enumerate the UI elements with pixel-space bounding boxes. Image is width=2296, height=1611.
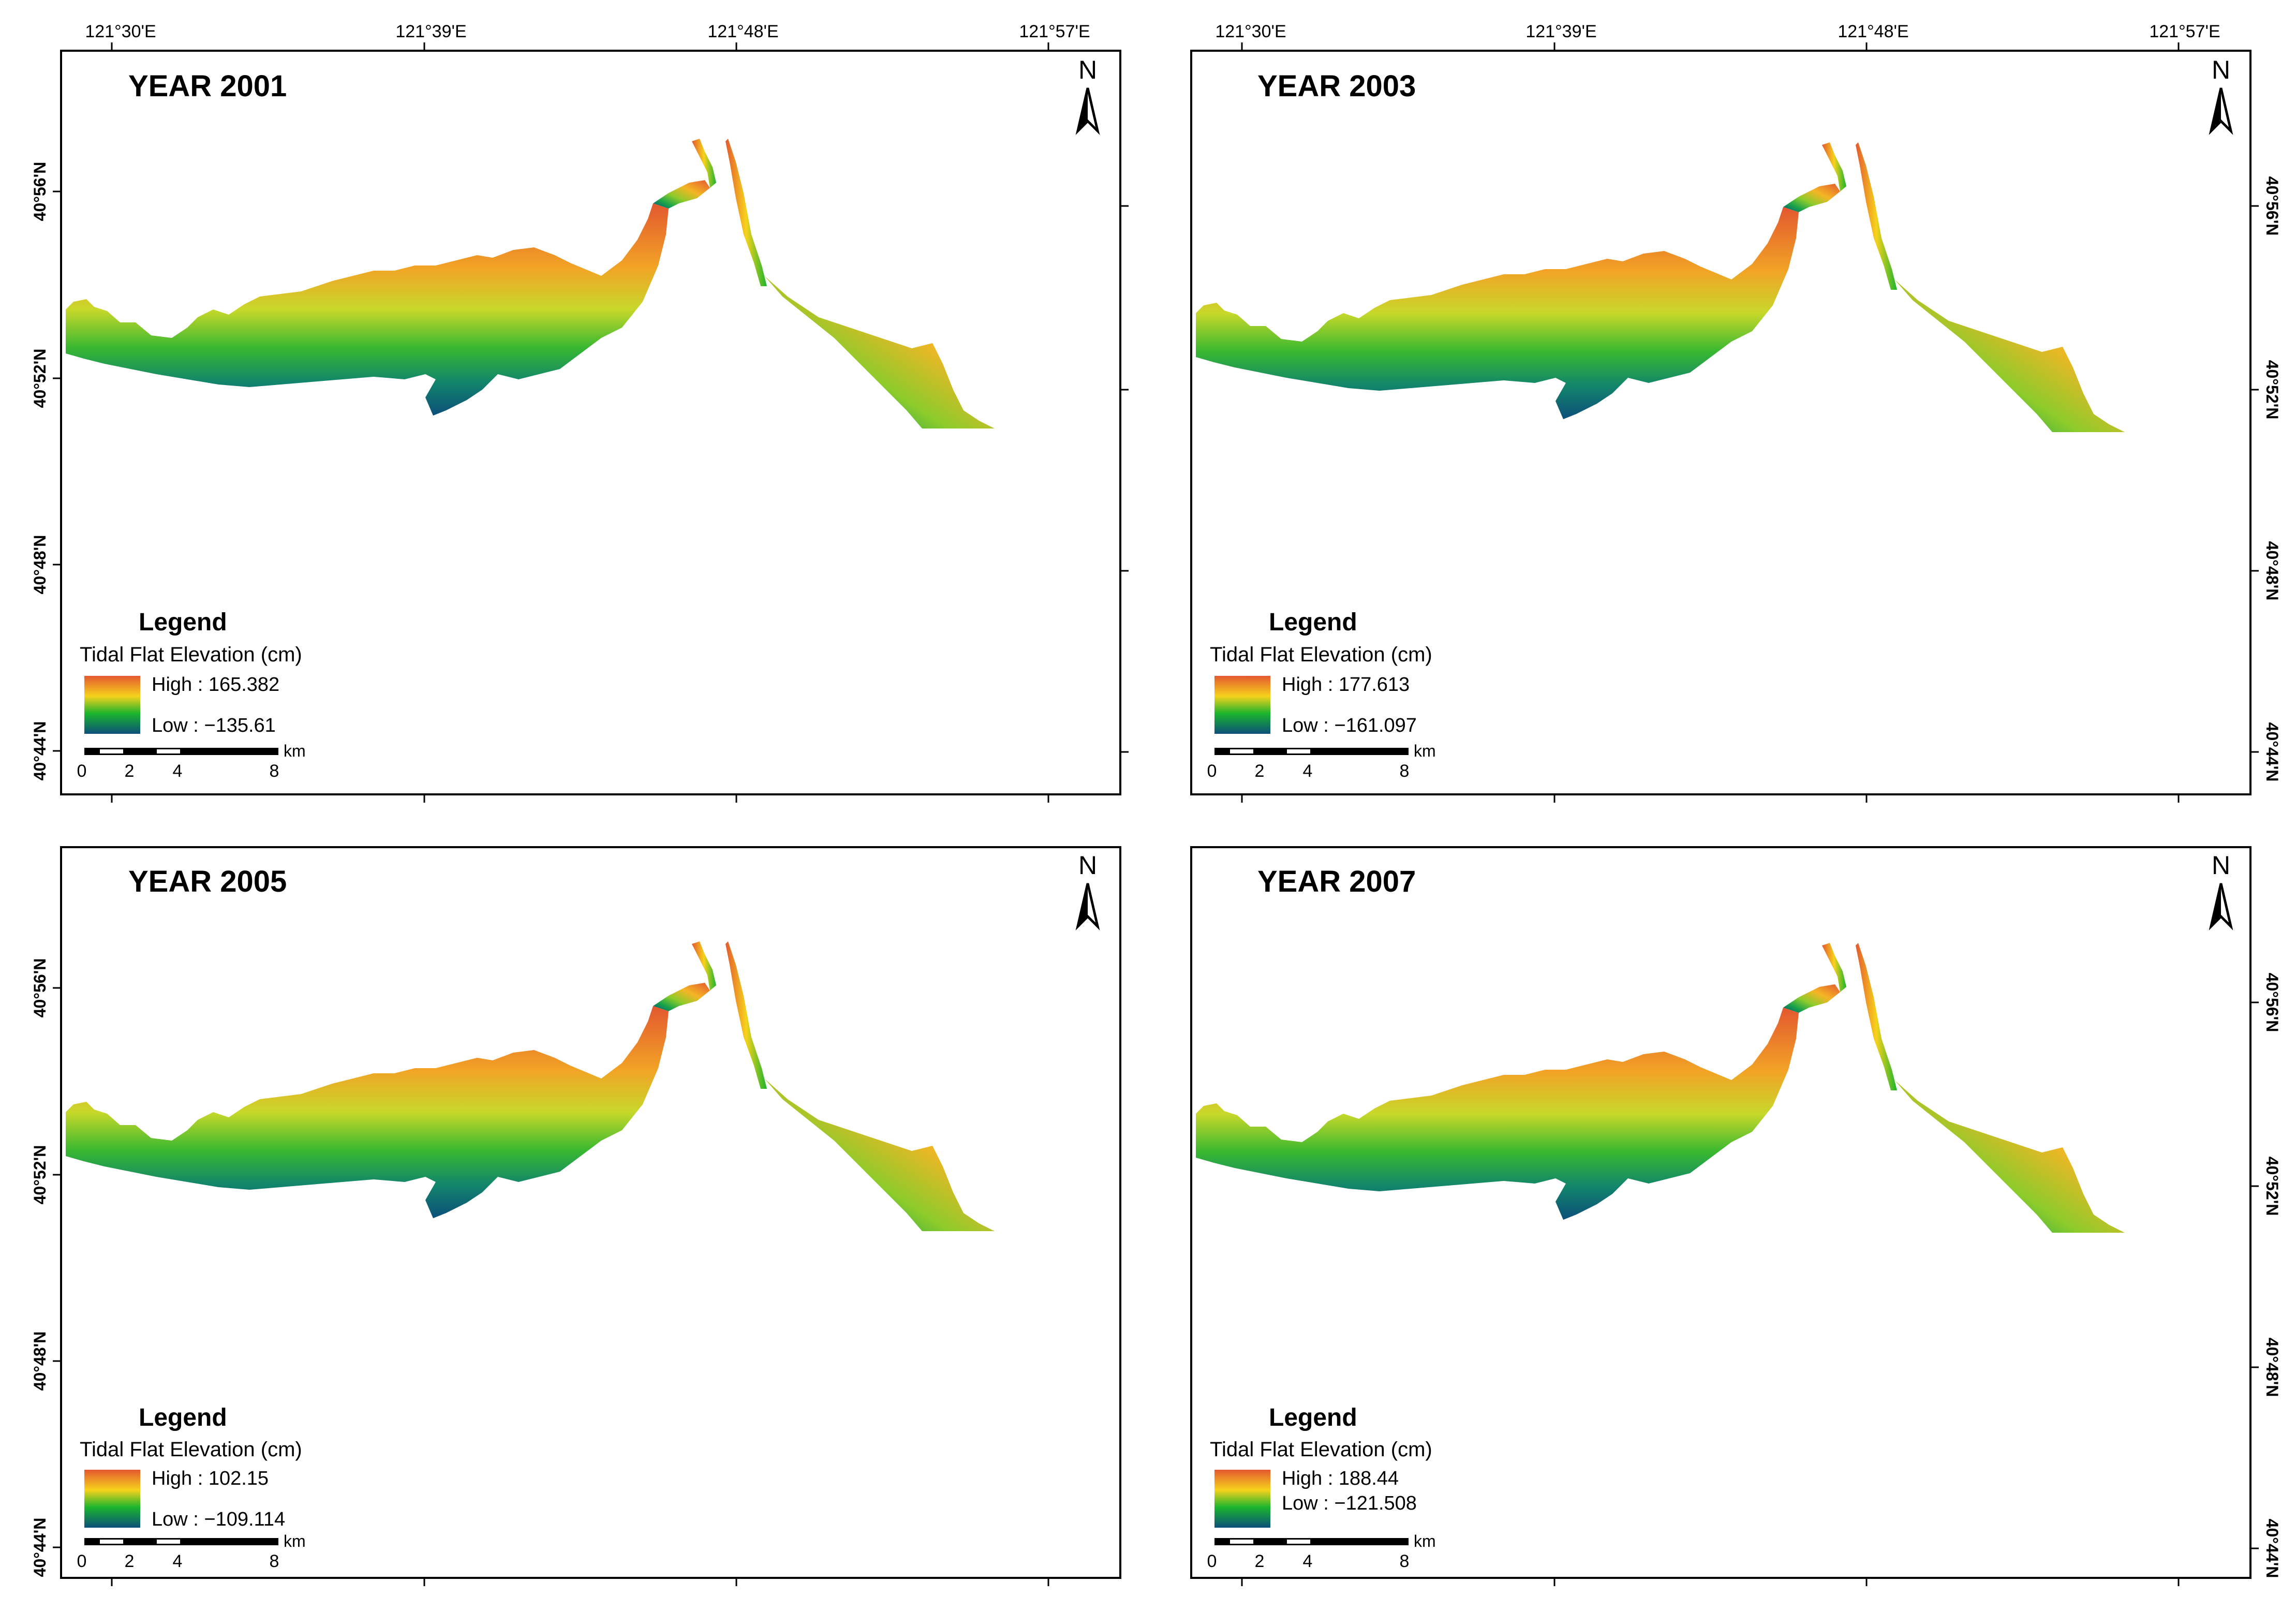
- tick-marks: [1241, 1001, 2259, 1586]
- x-tick-label: 121°57'E: [1019, 22, 1090, 41]
- legend-subtitle: Tidal Flat Elevation (cm): [1210, 643, 1432, 666]
- y-tick-label: 40°56'N: [2263, 973, 2282, 1032]
- x-tick-label: 121°39'E: [395, 22, 466, 41]
- tick-marks: [53, 42, 1129, 803]
- map-panel-2007: 40°56'N 40°52'N 40°48'N 40°44'N YEAR 200…: [1190, 846, 2282, 1586]
- y-tick-label: 40°48'N: [2263, 1338, 2282, 1397]
- y-tick-label: 40°52'N: [2263, 1157, 2282, 1216]
- panel-title: YEAR 2001: [128, 69, 287, 103]
- legend-high-value: High : 102.15: [152, 1468, 269, 1489]
- x-tick-label: 121°30'E: [85, 22, 156, 41]
- scale-label: 0: [1207, 761, 1217, 781]
- scale-label: 4: [1303, 761, 1313, 781]
- legend-low-value: Low : −121.508: [1282, 1492, 1417, 1514]
- scale-bar: [84, 748, 278, 755]
- scale-label: 0: [77, 761, 87, 781]
- scale-label: 4: [173, 761, 183, 781]
- scale-label: 8: [270, 761, 279, 781]
- y-tick-label: 40°48'N: [31, 1332, 49, 1391]
- scale-bar: [84, 1538, 278, 1545]
- legend-subtitle: Tidal Flat Elevation (cm): [80, 643, 302, 666]
- x-tick-label: 121°30'E: [1215, 22, 1286, 41]
- scale-bar: [1214, 748, 1409, 755]
- legend-subtitle: Tidal Flat Elevation (cm): [1210, 1438, 1432, 1461]
- y-tick-label: 40°44'N: [31, 1518, 49, 1577]
- legend-high-value: High : 165.382: [152, 674, 279, 696]
- y-tick-label: 40°52'N: [31, 1145, 49, 1205]
- legend-color-ramp: [1214, 1470, 1270, 1528]
- legend-color-ramp: [84, 676, 140, 734]
- scale-label: 2: [125, 1551, 135, 1571]
- scale-label: 2: [125, 761, 135, 781]
- scale-label: 8: [1400, 1551, 1410, 1571]
- legend-title: Legend: [139, 1404, 227, 1431]
- scale-unit: km: [1414, 1532, 1436, 1550]
- map-panel-2001: 121°30'E 121°39'E 121°48'E 121°57'E 40°5…: [31, 22, 1129, 803]
- legend-high-value: High : 177.613: [1282, 674, 1410, 696]
- north-label: N: [2212, 851, 2230, 880]
- scale-label: 4: [173, 1551, 183, 1571]
- legend-title: Legend: [1269, 609, 1357, 636]
- x-tick-label: 121°39'E: [1525, 22, 1596, 41]
- panel-title: YEAR 2005: [128, 865, 287, 898]
- x-tick-label: 121°48'E: [707, 22, 778, 41]
- north-label: N: [1078, 851, 1097, 880]
- y-tick-label: 40°48'N: [31, 535, 49, 595]
- y-tick-label: 40°44'N: [31, 721, 49, 781]
- x-tick-label: 121°48'E: [1838, 22, 1908, 41]
- y-tick-label: 40°52'N: [2263, 360, 2282, 420]
- y-tick-label: 40°52'N: [31, 349, 49, 408]
- panel-title: YEAR 2003: [1257, 69, 1416, 103]
- scale-bar: [1214, 1538, 1409, 1545]
- scale-label: 2: [1255, 761, 1265, 781]
- map-panel-2005: 40°56'N 40°52'N 40°48'N 40°44'N YEAR 200…: [31, 846, 1121, 1586]
- scale-unit: km: [284, 742, 306, 760]
- north-label: N: [1078, 55, 1097, 84]
- north-label: N: [2212, 55, 2230, 84]
- scale-label: 8: [1400, 761, 1410, 781]
- legend-low-value: Low : −109.114: [152, 1509, 285, 1530]
- legend-color-ramp: [84, 1470, 140, 1528]
- tick-marks: [53, 987, 1049, 1586]
- scale-unit: km: [284, 1532, 306, 1550]
- scale-label: 0: [77, 1551, 87, 1571]
- legend-subtitle: Tidal Flat Elevation (cm): [80, 1438, 302, 1461]
- scale-label: 0: [1207, 1551, 1217, 1571]
- legend-low-value: Low : −135.61: [152, 715, 276, 736]
- legend-low-value: Low : −161.097: [1282, 715, 1417, 736]
- scale-label: 8: [270, 1551, 279, 1571]
- y-tick-label: 40°56'N: [31, 162, 49, 221]
- map-panel-2003: 121°30'E 121°39'E 121°48'E 121°57'E 40°5…: [1190, 22, 2282, 803]
- legend-title: Legend: [139, 609, 227, 636]
- y-tick-label: 40°44'N: [2263, 722, 2282, 782]
- y-tick-label: 40°44'N: [2263, 1519, 2282, 1578]
- tick-marks: [1241, 42, 2259, 803]
- y-tick-label: 40°48'N: [2263, 541, 2282, 601]
- scale-label: 4: [1303, 1551, 1313, 1571]
- panel-title: YEAR 2007: [1257, 865, 1416, 898]
- y-tick-label: 40°56'N: [2263, 176, 2282, 236]
- scale-unit: km: [1414, 742, 1436, 760]
- scale-label: 2: [1255, 1551, 1265, 1571]
- y-tick-label: 40°56'N: [31, 958, 49, 1018]
- legend-high-value: High : 188.44: [1282, 1468, 1399, 1489]
- legend-title: Legend: [1269, 1404, 1357, 1431]
- x-tick-label: 121°57'E: [2149, 22, 2220, 41]
- legend-color-ramp: [1214, 676, 1270, 734]
